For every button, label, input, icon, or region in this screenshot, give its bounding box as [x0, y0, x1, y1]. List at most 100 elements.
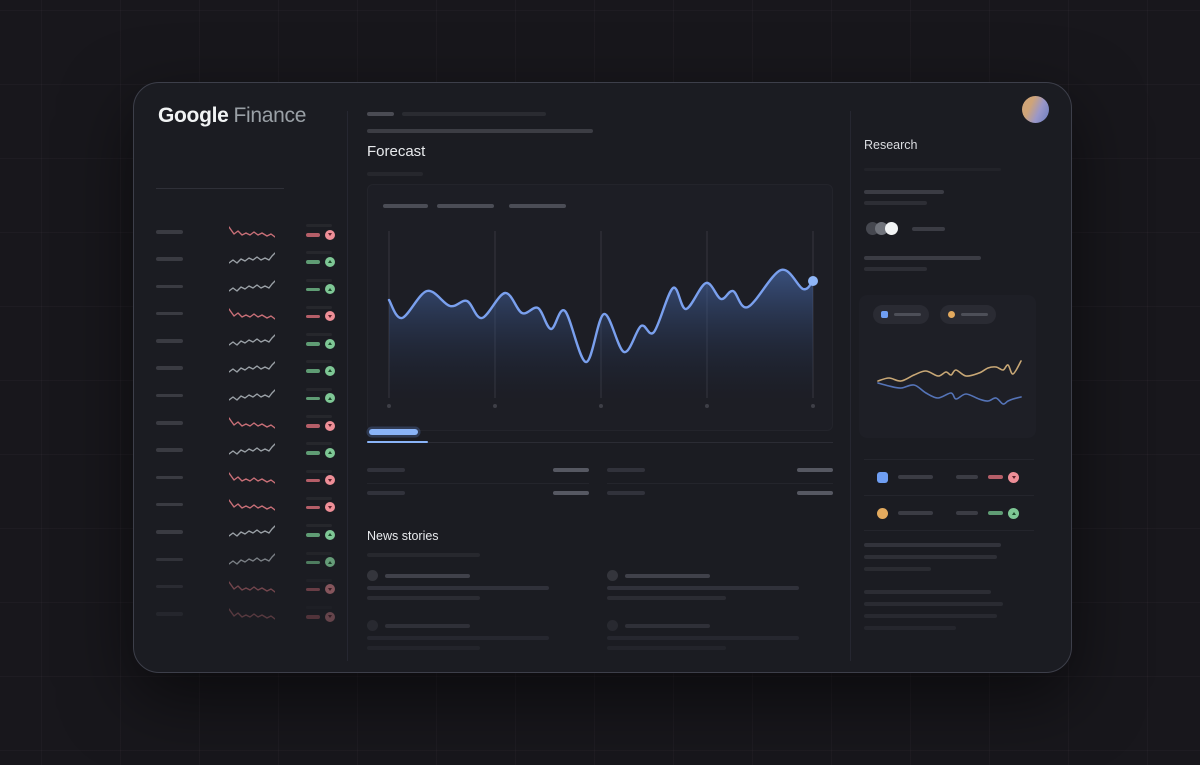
paragraph-bar: [864, 626, 956, 630]
tab-active-underline: [367, 441, 428, 443]
watchlist-row[interactable]: [156, 221, 342, 248]
ticker-name-bar: [156, 366, 183, 370]
stat-row: [367, 484, 589, 506]
watchlist-row[interactable]: [156, 521, 342, 548]
watchlist-row[interactable]: [156, 603, 342, 630]
chart-legend-bar[interactable]: [509, 204, 566, 208]
watchlist-row[interactable]: [156, 576, 342, 603]
change-bar: [306, 424, 320, 428]
sparkline-down: [229, 608, 275, 620]
news-headline-bar: [367, 586, 549, 590]
research-text-bar: [864, 267, 927, 271]
sparkline-up: [229, 525, 275, 537]
trend-down-badge-icon: [325, 311, 335, 322]
price-change-block: [306, 467, 342, 489]
price-change-block: [306, 549, 342, 571]
legend-chip-yellow[interactable]: [940, 305, 996, 324]
news-source-icon: [607, 620, 618, 631]
ticker-name-bar: [156, 311, 183, 316]
tab-selected[interactable]: [369, 429, 418, 435]
news-item[interactable]: [367, 570, 549, 606]
sparkline-down: [229, 471, 275, 484]
stat-label-bar: [367, 491, 405, 495]
change-bar: [306, 369, 320, 373]
legend-chip-blue[interactable]: [873, 305, 929, 324]
sparkline-up: [229, 552, 275, 565]
watchlist-row[interactable]: [156, 248, 342, 275]
blue-square-icon: [881, 311, 888, 318]
stat-label-bar: [367, 468, 405, 472]
yellow-circle-icon: [877, 507, 888, 519]
ticker-name-bar: [156, 284, 183, 289]
ticker-name-bar: [156, 257, 183, 261]
news-item[interactable]: [367, 620, 549, 656]
change-bar: [306, 615, 320, 619]
asset-change-bar: [988, 511, 1003, 515]
price-change-block: [306, 357, 342, 379]
research-text-bar: [864, 201, 927, 205]
trend-up-badge-icon: [325, 284, 335, 295]
trend-down-badge-icon: [1008, 471, 1019, 483]
watchlist-row[interactable]: [156, 412, 342, 439]
list-divider: [864, 530, 1034, 531]
trend-down-badge-icon: [325, 420, 335, 431]
news-source-bar: [385, 573, 470, 578]
phase-toggle[interactable]: [866, 222, 946, 236]
research-text-bar: [864, 256, 981, 260]
trend-up-badge-icon: [325, 393, 335, 404]
watchlist-row[interactable]: [156, 276, 342, 303]
sparkline-up: [229, 334, 275, 346]
trend-up-badge-icon: [325, 447, 335, 458]
trend-up-badge-icon: [325, 529, 335, 540]
watchlist-row[interactable]: [156, 385, 342, 412]
ticker-name-bar: [156, 475, 183, 480]
watchlist-row[interactable]: [156, 330, 342, 357]
profile-avatar-icon[interactable]: [1022, 96, 1049, 123]
trend-up-badge-icon: [325, 557, 335, 568]
watchlist-row[interactable]: [156, 549, 342, 576]
chip-label-bar: [961, 313, 988, 316]
watchlist-row[interactable]: [156, 439, 342, 466]
breadcrumb-bar: [367, 112, 394, 116]
change-bar: [306, 287, 320, 292]
watchlist-row[interactable]: [156, 357, 342, 384]
ticker-name-bar: [156, 584, 183, 589]
chart-legend-bar[interactable]: [383, 204, 428, 208]
price-bar: [306, 251, 332, 255]
trend-down-badge-icon: [325, 229, 335, 240]
price-bar: [306, 442, 332, 446]
paragraph-bar: [864, 543, 1001, 547]
price-bar: [306, 360, 332, 364]
chart-end-dot: [808, 276, 818, 286]
price-bar: [306, 578, 332, 582]
ticker-name-bar: [156, 421, 183, 425]
watchlist: [156, 221, 342, 630]
app-logo[interactable]: Google Finance: [158, 104, 306, 128]
change-bar: [306, 478, 320, 483]
stat-row: [607, 461, 833, 483]
watchlist-row[interactable]: [156, 303, 342, 330]
news-item[interactable]: [607, 570, 799, 606]
price-change-block: [306, 603, 342, 625]
research-compare-chart[interactable]: [869, 341, 1026, 429]
forecast-area-chart[interactable]: [368, 185, 834, 432]
change-bar: [306, 396, 320, 401]
yellow-circle-icon: [948, 311, 955, 318]
watchlist-row[interactable]: [156, 467, 342, 494]
asset-row[interactable]: [864, 504, 1034, 522]
news-headline-bar: [367, 596, 480, 600]
asset-row[interactable]: [864, 468, 1034, 486]
blue-square-icon: [877, 471, 888, 483]
logo-product: Finance: [233, 104, 307, 127]
breadcrumb-bar: [402, 112, 546, 116]
chart-legend-bar[interactable]: [437, 204, 494, 208]
stat-label-bar: [607, 491, 645, 495]
price-bar: [306, 469, 332, 473]
stat-divider: [607, 483, 833, 484]
stat-row: [367, 461, 589, 483]
news-item[interactable]: [607, 620, 799, 656]
watchlist-row[interactable]: [156, 494, 342, 521]
chip-label-bar: [894, 313, 921, 316]
research-sidebar: Research: [859, 83, 1036, 672]
trend-down-badge-icon: [325, 611, 335, 622]
